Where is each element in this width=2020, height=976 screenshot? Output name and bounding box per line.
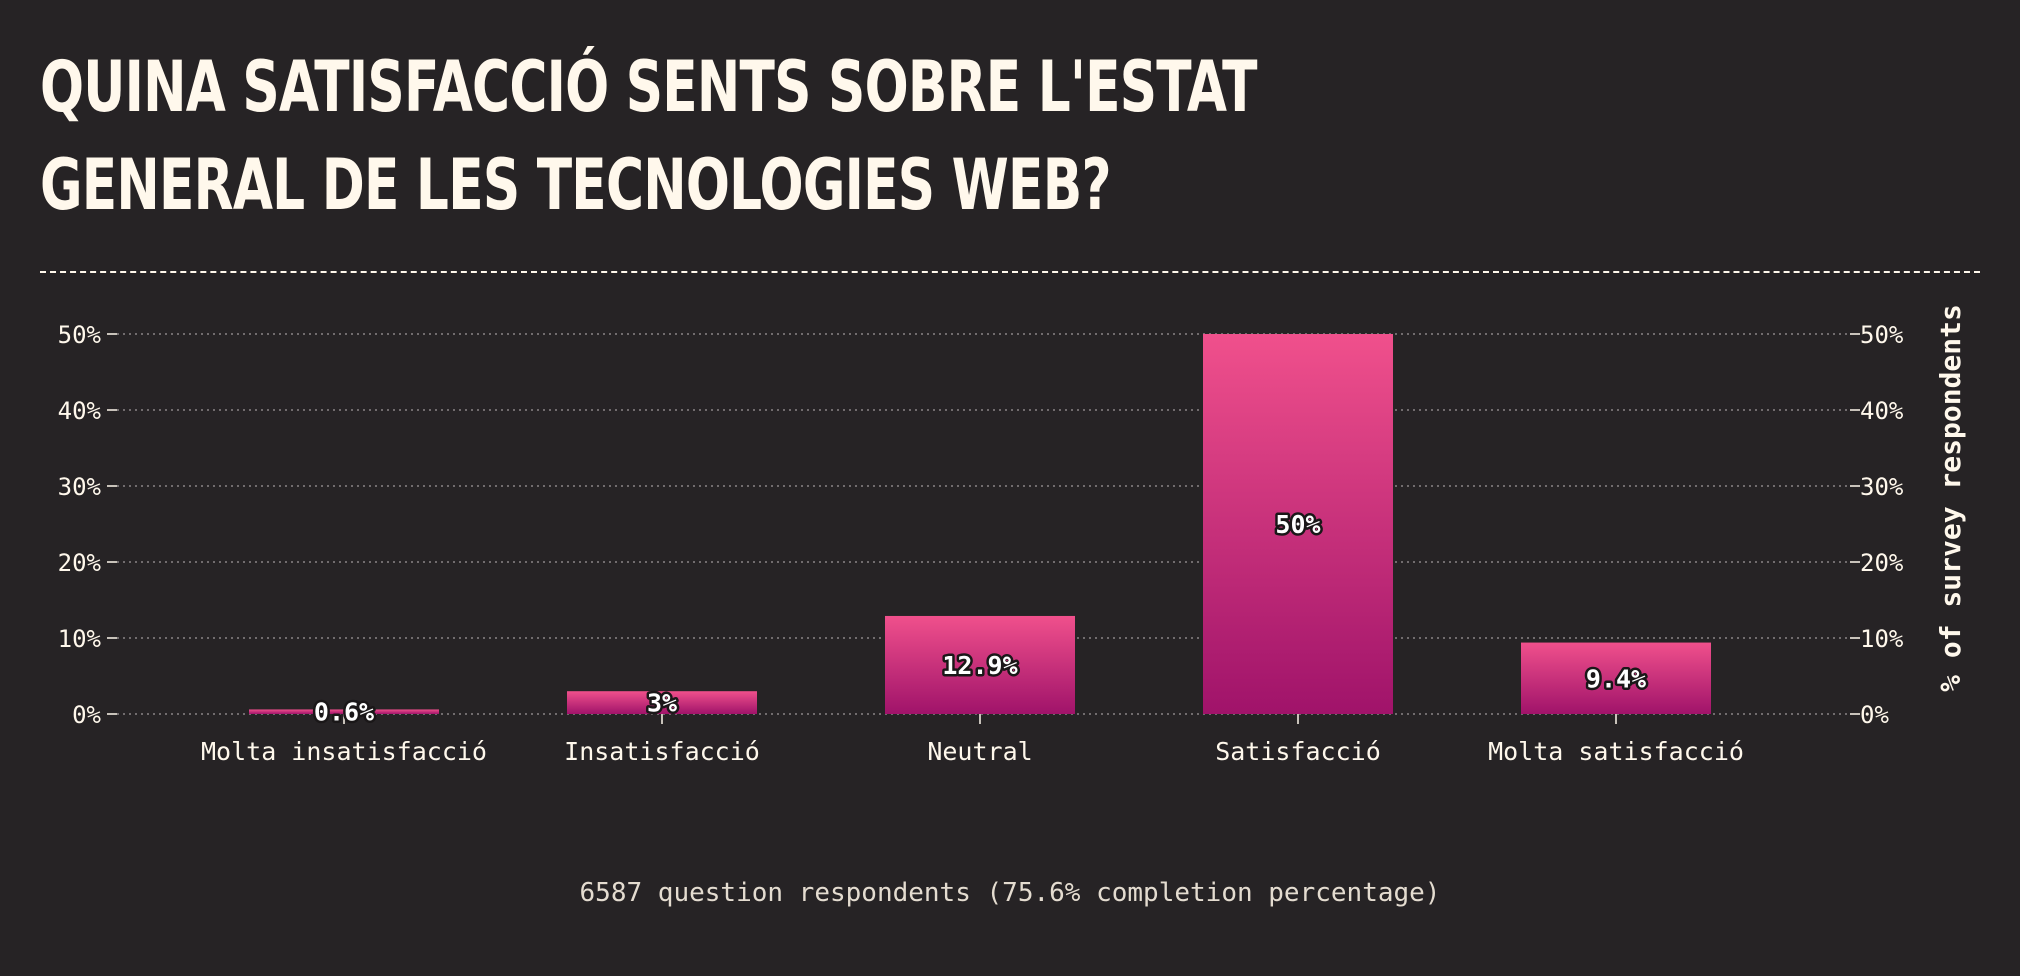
value-labels: 0.6% 3% 12.9% 50% 9.4% — [311, 508, 1648, 730]
y-tick-label-right: 0% — [1860, 701, 1889, 729]
bar — [249, 709, 439, 714]
bar-value-label: 12.9% — [942, 651, 1017, 680]
x-category-label: Molta insatisfacció — [201, 737, 487, 766]
x-category-label: Molta satisfacció — [1488, 737, 1744, 766]
y-tick-label: 10% — [58, 625, 102, 653]
bar — [885, 615, 1075, 714]
x-category-label: Satisfacció — [1215, 737, 1381, 766]
y-tick-label-right: 40% — [1860, 397, 1904, 425]
y-tick-label-right: 10% — [1860, 625, 1904, 653]
chart-title: QUINA SATISFACCIÓ SENTS SOBRE L'ESTAT GE… — [40, 46, 1258, 226]
y-tick-label-right: 50% — [1860, 321, 1904, 349]
bar-value-label: 9.4% — [1586, 664, 1646, 693]
bar-value-label: 3% — [647, 689, 677, 718]
y-tick-label: 30% — [58, 473, 102, 501]
bars — [249, 334, 1711, 714]
y-tick-label: 50% — [58, 321, 102, 349]
title-divider — [40, 271, 1980, 273]
bar-value-label: 50% — [1275, 510, 1320, 539]
y-tick-label-right: 20% — [1860, 549, 1904, 577]
bar — [1203, 334, 1393, 714]
y-axis-title: % of survey respondents — [1934, 304, 1967, 692]
y-tick-label: 40% — [58, 397, 102, 425]
y-axis-ticks: 0% 0% 10% 10% 20% 20% 30% 30% 40% 40% 50% 50% — [58, 321, 1904, 729]
bar-value-label: 0.6% — [314, 698, 374, 727]
x-category-label: Neutral — [927, 737, 1032, 766]
x-axis-categories: Molta insatisfacció Insatisfacció Neutral S… — [201, 714, 1744, 766]
bar — [567, 691, 757, 714]
y-tick-label: 0% — [72, 701, 101, 729]
y-tick-label-right: 30% — [1860, 473, 1904, 501]
bar — [1521, 642, 1711, 714]
y-tick-label: 20% — [58, 549, 102, 577]
x-category-label: Insatisfacció — [564, 737, 760, 766]
respondents-note: 6587 question respondents (75.6% complet… — [579, 878, 1441, 908]
